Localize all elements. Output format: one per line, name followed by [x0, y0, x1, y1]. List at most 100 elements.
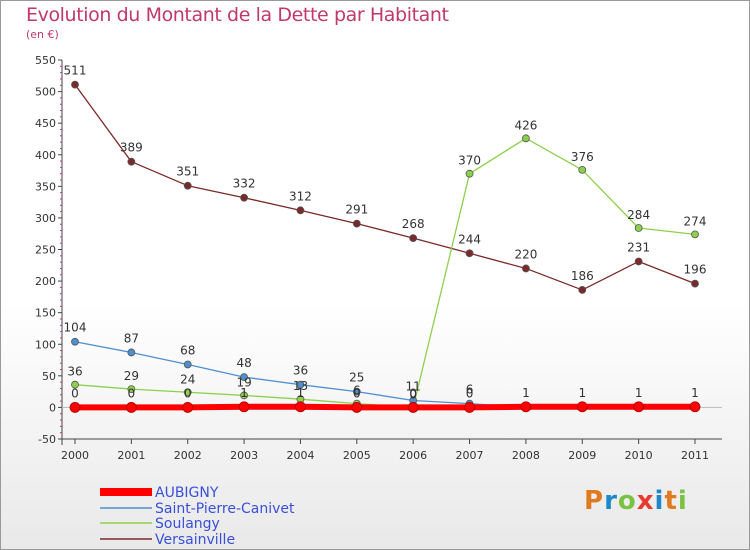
- data-label: 0: [128, 386, 136, 400]
- logo-letter: x: [636, 486, 655, 516]
- data-point: [240, 193, 248, 202]
- data-point: [127, 385, 136, 393]
- data-label: 36: [67, 365, 82, 379]
- data-point: [296, 206, 305, 215]
- x-tick-label: 2007: [456, 449, 484, 462]
- data-label: 1: [635, 386, 643, 400]
- legend-label: Versainville: [155, 532, 235, 548]
- data-point: [183, 360, 192, 369]
- data-point: [464, 402, 475, 413]
- legend-label: Saint-Pierre-Canivet: [155, 501, 295, 517]
- y-tick-label: 0: [49, 401, 56, 414]
- data-label: 376: [571, 150, 594, 164]
- series-line-aubigny: [75, 403, 695, 411]
- data-point: [409, 234, 418, 243]
- data-label: 48: [236, 356, 251, 370]
- data-point: [71, 337, 79, 346]
- data-label: 87: [124, 331, 139, 345]
- data-label: 0: [409, 386, 417, 400]
- y-tick-label: 50: [42, 370, 56, 383]
- x-tick-label: 2009: [568, 449, 596, 462]
- data-label: 1: [691, 386, 699, 400]
- x-tick-label: 2003: [230, 449, 258, 462]
- data-point: [520, 401, 532, 413]
- data-point: [634, 224, 643, 232]
- x-tick-label: 2008: [512, 449, 540, 462]
- data-label: 0: [409, 387, 417, 401]
- data-label: 220: [514, 247, 537, 261]
- x-tick-label: 2002: [174, 449, 202, 462]
- data-point: [351, 402, 363, 413]
- y-tick-label: 450: [35, 117, 56, 130]
- data-label: 29: [124, 369, 139, 383]
- series-line-soulangy: [74, 137, 696, 409]
- data-point: [691, 279, 699, 288]
- y-tick-label: 550: [35, 54, 56, 67]
- data-label: 11: [406, 379, 421, 393]
- x-tick-label: 2000: [61, 449, 89, 462]
- x-tick-label: 2001: [117, 449, 145, 462]
- data-point: [238, 401, 250, 413]
- series-line-versainville: [74, 84, 696, 291]
- data-label: 0: [184, 386, 192, 400]
- data-label: 19: [236, 375, 251, 389]
- y-tick-label: 100: [35, 338, 56, 351]
- data-label: 389: [120, 141, 143, 155]
- data-label: 196: [684, 263, 707, 277]
- y-tick-label: 350: [35, 180, 56, 193]
- series-line-saint-pierre-canivet: [74, 341, 695, 409]
- data-label: 274: [684, 214, 707, 228]
- legend-swatch: [100, 488, 152, 496]
- x-tick-label: 2005: [343, 449, 371, 462]
- data-label: 6: [353, 384, 361, 398]
- data-point: [182, 402, 194, 413]
- data-label: 0: [466, 386, 474, 400]
- data-label: 0: [71, 386, 79, 400]
- logo-letter: i: [677, 486, 688, 516]
- data-label: 351: [176, 165, 199, 179]
- data-point: [465, 249, 474, 258]
- chart-subtitle: (en €): [26, 28, 59, 41]
- data-label: 1: [240, 386, 248, 400]
- data-point: [689, 401, 701, 413]
- data-point: [240, 373, 248, 381]
- logo-letter: r: [604, 486, 618, 516]
- data-point: [240, 391, 248, 400]
- data-label: 13: [293, 379, 308, 393]
- data-point: [352, 219, 361, 228]
- legend-label: AUBIGNY: [155, 485, 219, 501]
- data-point: [522, 264, 530, 273]
- data-point: [71, 380, 79, 389]
- data-point: [352, 387, 361, 396]
- data-point: [125, 402, 137, 413]
- logo-letter: t: [664, 486, 678, 516]
- data-point: [634, 257, 643, 266]
- x-tick-label: 2006: [399, 449, 427, 462]
- data-label: 1: [297, 386, 305, 400]
- data-label: 0: [353, 386, 361, 400]
- data-point: [296, 380, 305, 389]
- data-point: [691, 230, 699, 239]
- data-label: 511: [64, 64, 87, 78]
- data-label: 6: [466, 383, 474, 397]
- data-label: 68: [180, 343, 195, 357]
- data-label: 426: [514, 118, 537, 132]
- data-point: [69, 402, 81, 413]
- data-label: 24: [180, 372, 195, 386]
- data-label: 312: [289, 189, 312, 203]
- data-label: 370: [458, 154, 481, 168]
- y-tick-label: 400: [35, 149, 56, 162]
- y-tick-label: 500: [35, 86, 56, 99]
- data-point: [183, 181, 192, 190]
- data-point: [576, 401, 588, 413]
- data-label: 268: [402, 217, 425, 231]
- y-tick-label: 150: [35, 307, 56, 320]
- data-point: [465, 169, 474, 178]
- logo-letter: o: [617, 486, 637, 516]
- y-tick-label: 200: [35, 275, 56, 288]
- data-label: 36: [293, 364, 308, 378]
- data-label: 284: [627, 208, 650, 222]
- logo-letter: P: [584, 486, 605, 516]
- data-label: 25: [349, 371, 364, 385]
